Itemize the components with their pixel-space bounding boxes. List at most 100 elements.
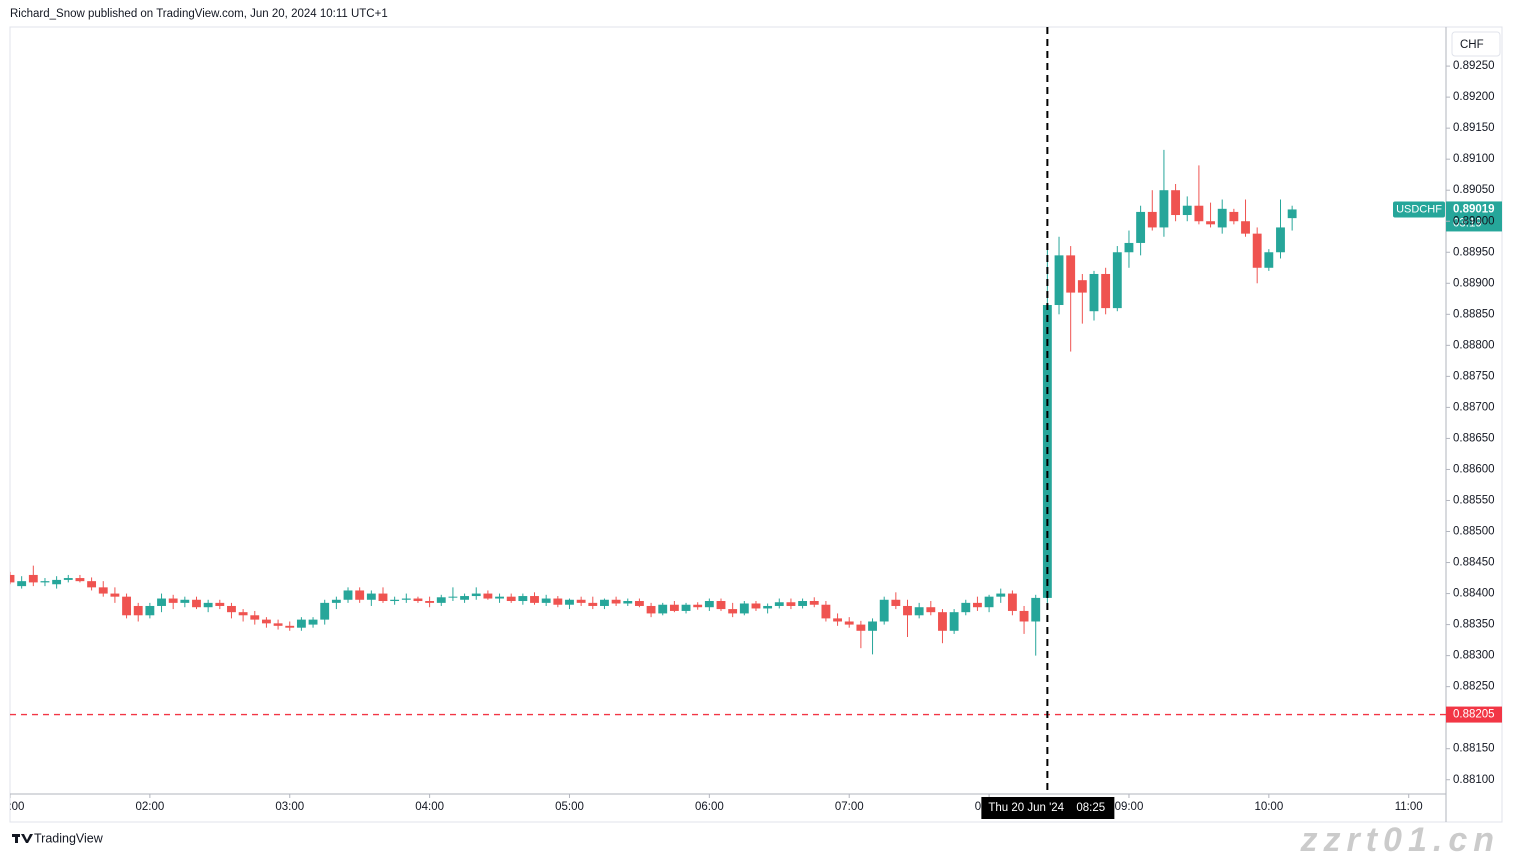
y-tick-label: 0.88550 xyxy=(1453,495,1495,507)
candle-body xyxy=(914,607,924,616)
candle-body xyxy=(518,596,528,602)
y-tick-label: 0.89050 xyxy=(1453,184,1495,196)
currency: CHF xyxy=(1460,39,1484,51)
candle-body xyxy=(145,605,155,616)
candle-body xyxy=(739,603,749,614)
candle-body xyxy=(938,612,947,631)
logo-icon xyxy=(12,834,33,843)
y-tick-label: 0.89100 xyxy=(1453,153,1495,165)
candle-body xyxy=(436,597,446,603)
y-tick-label: 0.88450 xyxy=(1453,557,1495,569)
candle-body xyxy=(296,619,306,628)
x-tick-label: 03:00 xyxy=(275,801,304,813)
candle-body xyxy=(681,604,691,611)
candle-body xyxy=(1287,209,1297,219)
x-tick-label: 10:00 xyxy=(1254,801,1283,813)
candle-body xyxy=(1136,211,1146,243)
y-tick-label: 0.88950 xyxy=(1453,246,1495,258)
y-tick-label: 0.88700 xyxy=(1453,401,1495,413)
candle-body xyxy=(448,596,458,598)
y-tick-label: 0.88300 xyxy=(1453,650,1495,662)
candle-body xyxy=(1124,242,1134,253)
horizontal-line-label: 0.88205 xyxy=(1453,709,1495,721)
candle-body xyxy=(180,599,190,603)
candle-body xyxy=(1112,252,1122,309)
candle-body xyxy=(28,574,38,583)
candle-body xyxy=(506,596,516,602)
candle-body xyxy=(611,599,621,604)
candle-body xyxy=(168,598,178,603)
x-tick-label: 05:00 xyxy=(555,801,584,813)
y-tick-label: 0.88900 xyxy=(1453,277,1495,289)
y-tick-label: 0.88850 xyxy=(1453,308,1495,320)
candle-body xyxy=(646,605,656,614)
y-tick-label: 0.88800 xyxy=(1453,339,1495,351)
candle-body xyxy=(331,599,341,603)
candle-body xyxy=(1194,205,1204,222)
candle-body xyxy=(425,601,435,603)
candle-body xyxy=(716,601,726,610)
candle-body xyxy=(565,599,574,605)
candle-body xyxy=(52,579,62,585)
candle-body xyxy=(1206,221,1215,225)
candle-body xyxy=(1019,610,1029,622)
candle-body xyxy=(215,602,225,606)
candle-body xyxy=(961,602,971,613)
candle-body xyxy=(98,587,108,594)
candle-body xyxy=(1264,252,1274,268)
candle-body xyxy=(576,599,586,603)
last-price-box xyxy=(1446,201,1502,232)
footer-logo: TradingView xyxy=(34,831,104,845)
candle-body xyxy=(343,590,353,600)
candle-body xyxy=(1077,280,1087,293)
candle-body xyxy=(1229,211,1239,222)
candle-body xyxy=(600,599,609,606)
candle-body xyxy=(879,599,889,622)
candle-body xyxy=(786,602,796,606)
last-price: 0.89019 xyxy=(1453,203,1495,215)
candle-body xyxy=(203,602,213,608)
candle-body xyxy=(798,601,808,606)
candle-body xyxy=(926,607,936,613)
y-tick-label: 0.88250 xyxy=(1453,681,1495,693)
candle-body xyxy=(157,598,166,606)
x-tick-label: 07:00 xyxy=(835,801,864,813)
candle-body xyxy=(401,598,411,600)
currency-box xyxy=(1451,31,1501,57)
header: Richard_Snow published on TradingView.co… xyxy=(10,8,388,20)
candle-body xyxy=(460,596,470,600)
candle-body xyxy=(483,593,493,599)
watermark: zzrt01.cn xyxy=(1300,821,1501,857)
candle-body xyxy=(1159,190,1169,228)
candle-body xyxy=(390,599,400,602)
candle-body xyxy=(973,602,982,608)
candle-body xyxy=(833,618,842,622)
candle-body xyxy=(1276,227,1285,253)
candle-body xyxy=(285,625,295,628)
x-tick-label: 09:00 xyxy=(1115,801,1144,813)
candle-body xyxy=(541,598,551,603)
candle-body xyxy=(891,599,901,606)
candle-body xyxy=(530,596,539,603)
candle-body xyxy=(366,593,376,600)
candle-body xyxy=(704,601,714,608)
y-tick-label: 0.88500 xyxy=(1453,526,1495,538)
candle-body xyxy=(250,615,260,620)
candle-body xyxy=(110,593,120,597)
candle-body xyxy=(1031,597,1041,622)
candle-body xyxy=(227,605,236,613)
x-tick-label: 11:00 xyxy=(1395,801,1423,813)
y-tick-label: 0.89150 xyxy=(1453,122,1495,134)
candle-body xyxy=(1089,273,1099,312)
candle-body xyxy=(949,612,959,631)
candle-body xyxy=(693,604,703,608)
x-axis: 01:0002:0003:0004:0005:0006:0007:0008:00… xyxy=(10,794,1423,813)
candle-body xyxy=(10,574,15,583)
candle-body xyxy=(1066,255,1076,293)
candle-body xyxy=(87,581,97,588)
horizontal-line-label-box xyxy=(1446,706,1502,723)
candle-body xyxy=(1241,221,1250,234)
